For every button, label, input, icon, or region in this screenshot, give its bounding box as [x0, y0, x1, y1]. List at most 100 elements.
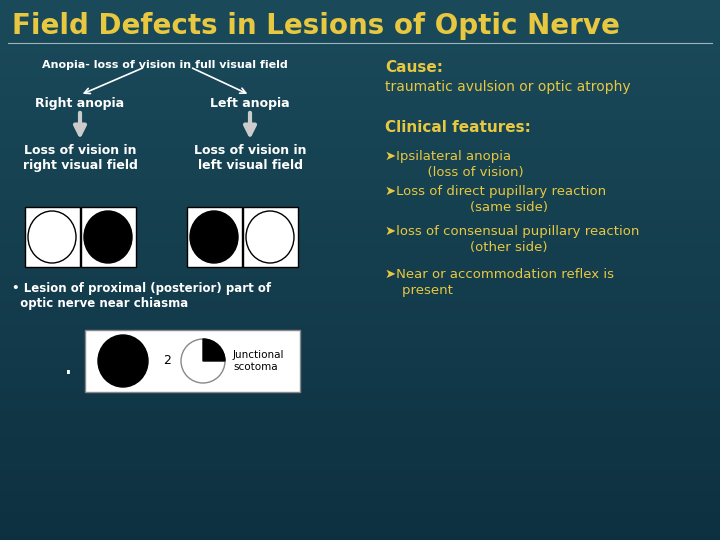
- Circle shape: [181, 339, 225, 383]
- Bar: [0, 340, 720, 346]
- Bar: [0, 427, 720, 432]
- Bar: [0, 194, 720, 200]
- Bar: [0, 416, 720, 421]
- Bar: [0, 32, 720, 38]
- Bar: [0, 437, 720, 443]
- Text: Field Defects in Lesions of Optic Nerve: Field Defects in Lesions of Optic Nerve: [12, 12, 620, 40]
- Bar: [0, 113, 720, 119]
- Bar: [0, 65, 720, 70]
- Text: .: .: [63, 352, 73, 380]
- Bar: [0, 335, 720, 340]
- Bar: [0, 49, 720, 54]
- Bar: [0, 54, 720, 59]
- Bar: [0, 502, 720, 508]
- Bar: [0, 146, 720, 151]
- Bar: [24, 207, 79, 267]
- Bar: [0, 119, 720, 124]
- Bar: [0, 130, 720, 135]
- Bar: [0, 459, 720, 464]
- Text: ➤loss of consensual pupillary reaction: ➤loss of consensual pupillary reaction: [385, 225, 639, 238]
- Bar: [0, 362, 720, 367]
- Ellipse shape: [28, 211, 76, 263]
- Text: Clinical features:: Clinical features:: [385, 120, 531, 135]
- Bar: [0, 292, 720, 297]
- Bar: [0, 470, 720, 475]
- Bar: [0, 373, 720, 378]
- Bar: [0, 356, 720, 362]
- Bar: [0, 270, 720, 275]
- Bar: [0, 0, 720, 5]
- Bar: [0, 178, 720, 184]
- Bar: [0, 27, 720, 32]
- Bar: [0, 367, 720, 373]
- Bar: [186, 207, 241, 267]
- Bar: [0, 302, 720, 308]
- Bar: [0, 124, 720, 130]
- Text: Right anopia: Right anopia: [35, 97, 125, 110]
- Bar: [0, 389, 720, 394]
- Bar: [0, 227, 720, 232]
- Bar: [0, 43, 720, 49]
- Bar: [0, 286, 720, 292]
- Bar: [0, 238, 720, 243]
- Bar: [0, 248, 720, 254]
- Text: (other side): (other side): [385, 241, 547, 254]
- Text: ➤Near or accommodation reflex is: ➤Near or accommodation reflex is: [385, 268, 614, 281]
- Bar: [0, 410, 720, 416]
- Bar: [0, 378, 720, 383]
- Bar: [0, 394, 720, 400]
- Bar: [0, 216, 720, 221]
- Bar: [0, 200, 720, 205]
- Text: present: present: [385, 284, 453, 297]
- Text: Cause:: Cause:: [385, 60, 443, 75]
- Bar: [0, 464, 720, 470]
- Bar: [243, 207, 297, 267]
- Bar: [0, 329, 720, 335]
- Bar: [0, 281, 720, 286]
- Bar: [0, 173, 720, 178]
- Bar: [0, 421, 720, 427]
- Ellipse shape: [98, 335, 148, 387]
- Bar: [0, 275, 720, 281]
- Bar: [0, 400, 720, 405]
- Bar: [0, 92, 720, 97]
- Bar: [0, 189, 720, 194]
- Bar: [0, 383, 720, 389]
- Bar: [0, 508, 720, 513]
- Bar: [0, 108, 720, 113]
- Bar: [0, 491, 720, 497]
- Bar: [0, 211, 720, 216]
- Bar: [0, 524, 720, 529]
- Bar: [0, 448, 720, 454]
- Text: Junctional
scotoma: Junctional scotoma: [233, 350, 284, 372]
- Bar: [0, 529, 720, 535]
- Bar: [0, 151, 720, 157]
- Bar: [0, 351, 720, 356]
- Text: ➤Ipsilateral anopia: ➤Ipsilateral anopia: [385, 150, 511, 163]
- Text: Anopia- loss of vision in full visual field: Anopia- loss of vision in full visual fi…: [42, 60, 288, 70]
- Bar: [0, 259, 720, 265]
- Bar: [0, 232, 720, 238]
- Bar: [0, 76, 720, 81]
- Text: Left anopia: Left anopia: [210, 97, 290, 110]
- Text: (same side): (same side): [385, 201, 548, 214]
- Text: ➤Loss of direct pupillary reaction: ➤Loss of direct pupillary reaction: [385, 185, 606, 198]
- Bar: [85, 330, 300, 392]
- Bar: [0, 481, 720, 486]
- Bar: [0, 454, 720, 459]
- Bar: [0, 265, 720, 270]
- Bar: [0, 513, 720, 518]
- Text: Loss of vision in
right visual field: Loss of vision in right visual field: [22, 144, 138, 172]
- Bar: [0, 70, 720, 76]
- Ellipse shape: [246, 211, 294, 263]
- Bar: [0, 497, 720, 502]
- Bar: [0, 535, 720, 540]
- Bar: [0, 16, 720, 22]
- Bar: [0, 432, 720, 437]
- Bar: [0, 5, 720, 11]
- Bar: [0, 81, 720, 86]
- Text: (loss of vision): (loss of vision): [385, 166, 523, 179]
- Bar: [0, 97, 720, 103]
- Bar: [0, 297, 720, 302]
- Bar: [0, 157, 720, 162]
